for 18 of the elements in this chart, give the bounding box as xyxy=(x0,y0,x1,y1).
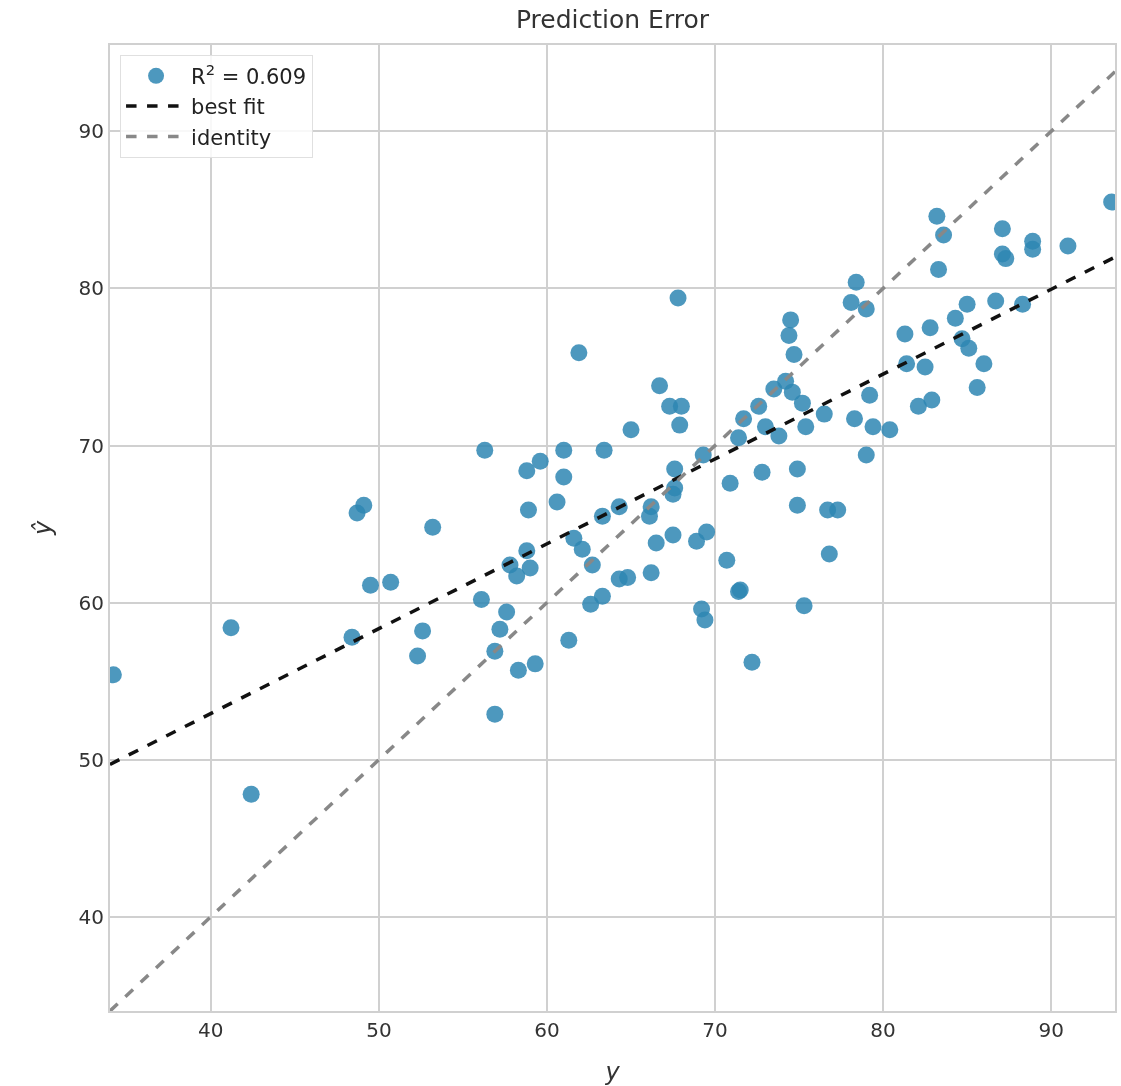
y-tick-label: 40 xyxy=(78,904,104,929)
x-tick-label: 80 xyxy=(870,1018,896,1042)
legend-label: best fit xyxy=(191,95,265,120)
chart-title: Prediction Error xyxy=(515,5,710,35)
y-tick-label: 60 xyxy=(78,590,104,615)
x-axis-title: y xyxy=(604,1058,621,1086)
x-tick-label: 70 xyxy=(702,1018,728,1042)
legend-label: identity xyxy=(191,125,272,150)
x-tick-label: 60 xyxy=(534,1018,560,1042)
x-tick-label: 40 xyxy=(198,1018,224,1042)
legend-label: R$^{2}$ = 0.609 xyxy=(191,61,307,89)
y-tick-label: 70 xyxy=(78,433,104,458)
x-tick-label: 90 xyxy=(1038,1018,1064,1042)
x-tick-label: 50 xyxy=(366,1018,392,1042)
y-tick-label: 90 xyxy=(78,119,104,144)
y-axis-title: ŷ xyxy=(29,520,57,537)
y-tick-label: 50 xyxy=(78,747,104,772)
y-tick-label: 80 xyxy=(78,276,104,301)
